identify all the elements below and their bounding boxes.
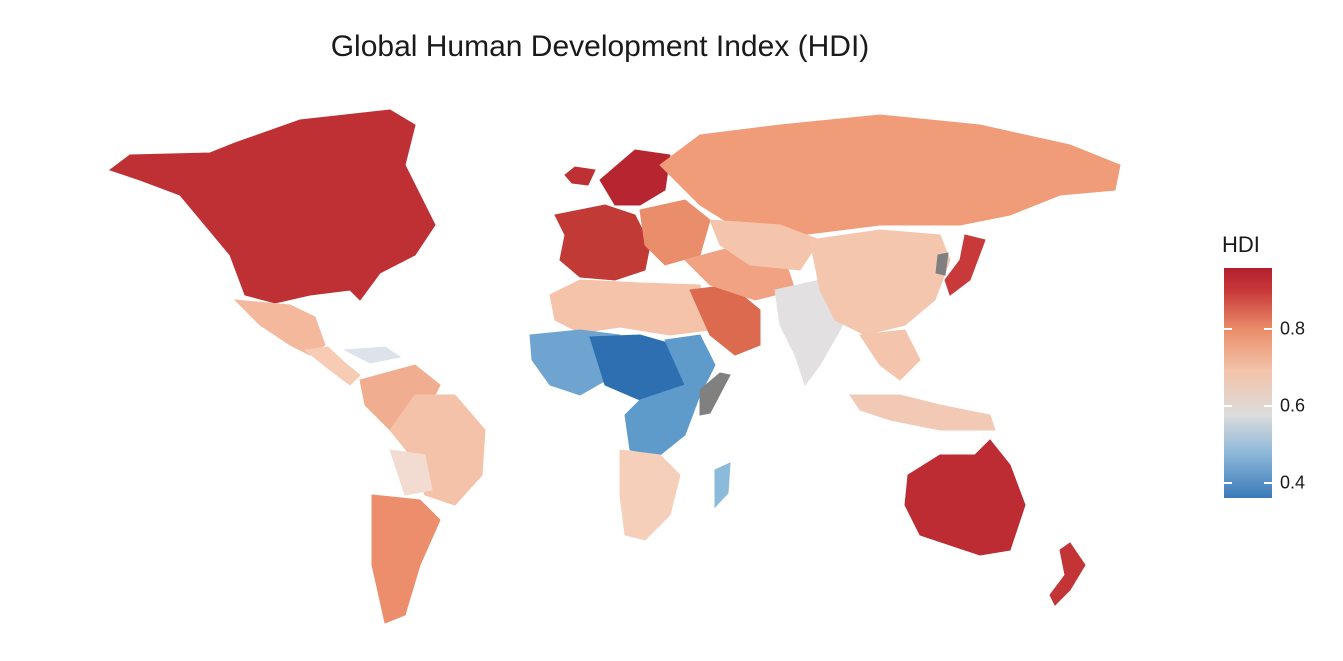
region-somalia [699,372,731,416]
world-map [108,109,1121,624]
region-north-africa [549,279,711,336]
legend-tick-mark [1224,405,1232,407]
region-central-america [303,346,361,386]
region-scandinavia [599,149,671,206]
region-greenland [564,166,596,186]
region-indonesia [849,394,996,431]
region-new-zealand [1049,542,1086,606]
region-southern-cone [371,494,441,624]
legend-colorbar [1224,268,1272,498]
legend-tick-mark [1264,328,1272,331]
region-central-asia [709,219,821,271]
region-southeast-asia [859,329,921,381]
legend-tick-label: 0.6 [1280,395,1306,416]
region-mexico [233,299,326,356]
region-brazil [389,394,486,506]
region-korea [935,252,949,276]
region-western-europe [554,204,651,281]
chart-title: Global Human Development Index (HDI) [330,30,870,63]
legend-title: HDI [1222,232,1260,257]
region-eastern-europe [639,199,711,266]
region-southern-africa [619,449,681,541]
legend-tick-label: 0.4 [1280,472,1306,493]
region-madagascar [714,462,731,509]
legend-tick-label: 0.8 [1280,318,1306,339]
region-north-america [108,109,436,304]
legend-tick-mark [1224,481,1232,484]
region-caribbean [343,346,402,364]
region-bolivia [389,449,433,496]
legend-tick-mark [1264,481,1272,484]
region-russia [659,114,1121,236]
region-china [809,229,951,336]
region-japan [944,234,986,296]
legend-tick-mark [1264,405,1272,407]
legend: HDI 0.8 0.6 0.4 [1222,232,1305,498]
region-australia [904,439,1026,556]
legend-tick-mark [1224,328,1232,331]
